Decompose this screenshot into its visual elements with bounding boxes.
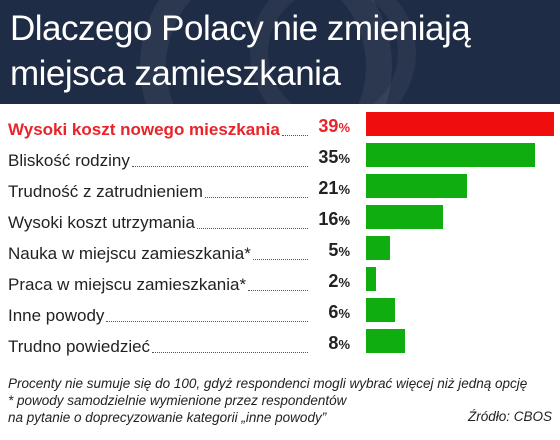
category-label: Nauka w miejscu zamieszkania* — [8, 236, 308, 264]
footnote: na pytanie o doprecyzowanie kategorii „i… — [8, 410, 327, 425]
bar-row: Wysoki koszt nowego mieszkania 39% — [0, 110, 560, 141]
category-label: Wysoki koszt nowego mieszkania — [8, 112, 308, 140]
bar-row: Nauka w miejscu zamieszkania* 5% — [0, 234, 560, 265]
bar — [366, 298, 395, 322]
category-label-text: Trudność z zatrudnieniem — [8, 182, 205, 202]
bar-track — [366, 143, 554, 167]
percent-sign: % — [338, 306, 350, 321]
value-number: 2 — [328, 271, 339, 291]
bar — [366, 329, 405, 353]
bar-row: Inne powody 6% — [0, 296, 560, 327]
bar-row: Wysoki koszt utrzymania 16% — [0, 203, 560, 234]
category-label-text: Bliskość rodziny — [8, 151, 132, 171]
bar-track — [366, 112, 554, 136]
bar-row: Bliskość rodziny 35% — [0, 141, 560, 172]
title-line-1: Dlaczego Polacy nie zmieniają — [10, 9, 471, 48]
header: Dlaczego Polacy nie zmieniają miejsca za… — [0, 0, 560, 104]
category-label: Inne powody — [8, 298, 308, 326]
leader-dots — [106, 320, 308, 322]
source-note: Źródło: CBOS — [467, 409, 552, 424]
percent-sign: % — [338, 151, 350, 166]
bar — [366, 112, 554, 136]
value-label: 8% — [328, 333, 350, 355]
category-label: Wysoki koszt utrzymania — [8, 205, 308, 233]
leader-dots — [252, 258, 308, 260]
chart-title: Dlaczego Polacy nie zmieniają miejsca za… — [10, 6, 550, 96]
category-label-text: Trudno powiedzieć — [8, 337, 153, 357]
footnote: * powody samodzielnie wymienione przez r… — [8, 393, 347, 408]
category-label-text: Inne powody — [8, 306, 107, 326]
percent-sign: % — [338, 244, 350, 259]
value-label: 39% — [318, 116, 350, 138]
bar-track — [366, 329, 554, 353]
percent-sign: % — [338, 275, 350, 290]
leader-dots — [196, 227, 308, 229]
footnotes: Procenty nie sumuje się do 100, gdyż res… — [8, 375, 552, 426]
leader-dots — [204, 196, 308, 198]
value-number: 35 — [318, 147, 339, 167]
value-label: 5% — [328, 240, 350, 262]
value-number: 6 — [328, 302, 339, 322]
value-number: 5 — [328, 240, 339, 260]
category-label: Praca w miejscu zamieszkania* — [8, 267, 308, 295]
category-label-text: Wysoki koszt utrzymania — [8, 213, 197, 233]
value-label: 21% — [318, 178, 350, 200]
bar-row: Praca w miejscu zamieszkania* 2% — [0, 265, 560, 296]
value-label: 16% — [318, 209, 350, 231]
percent-sign: % — [338, 337, 350, 352]
bar-track — [366, 205, 554, 229]
bar-row: Trudno powiedzieć 8% — [0, 327, 560, 358]
value-number: 16 — [318, 209, 339, 229]
value-number: 39 — [318, 116, 339, 136]
category-label-text: Nauka w miejscu zamieszkania* — [8, 244, 253, 264]
leader-dots — [152, 351, 308, 353]
bar — [366, 267, 376, 291]
bar-track — [366, 174, 554, 198]
leader-dots — [281, 134, 308, 136]
percent-sign: % — [338, 213, 350, 228]
bar — [366, 236, 390, 260]
bar-row: Trudność z zatrudnieniem 21% — [0, 172, 560, 203]
category-label: Trudno powiedzieć — [8, 329, 308, 357]
bar — [366, 143, 535, 167]
bar — [366, 205, 443, 229]
percent-sign: % — [338, 120, 350, 135]
value-number: 8 — [328, 333, 339, 353]
value-label: 35% — [318, 147, 350, 169]
category-label-text: Praca w miejscu zamieszkania* — [8, 275, 249, 295]
bar-track — [366, 267, 554, 291]
value-number: 21 — [318, 178, 339, 198]
leader-dots — [248, 289, 308, 291]
bar-track — [366, 236, 554, 260]
decorative-ring — [250, 0, 416, 104]
percent-sign: % — [338, 182, 350, 197]
value-label: 6% — [328, 302, 350, 324]
category-label: Trudność z zatrudnieniem — [8, 174, 308, 202]
bar — [366, 174, 467, 198]
category-label: Bliskość rodziny — [8, 143, 308, 171]
footnote: Procenty nie sumuje się do 100, gdyż res… — [8, 376, 528, 391]
leader-dots — [131, 165, 308, 167]
bar-track — [366, 298, 554, 322]
value-label: 2% — [328, 271, 350, 293]
title-line-2: miejsca zamieszkania — [10, 54, 341, 93]
category-label-text: Wysoki koszt nowego mieszkania — [8, 120, 282, 140]
